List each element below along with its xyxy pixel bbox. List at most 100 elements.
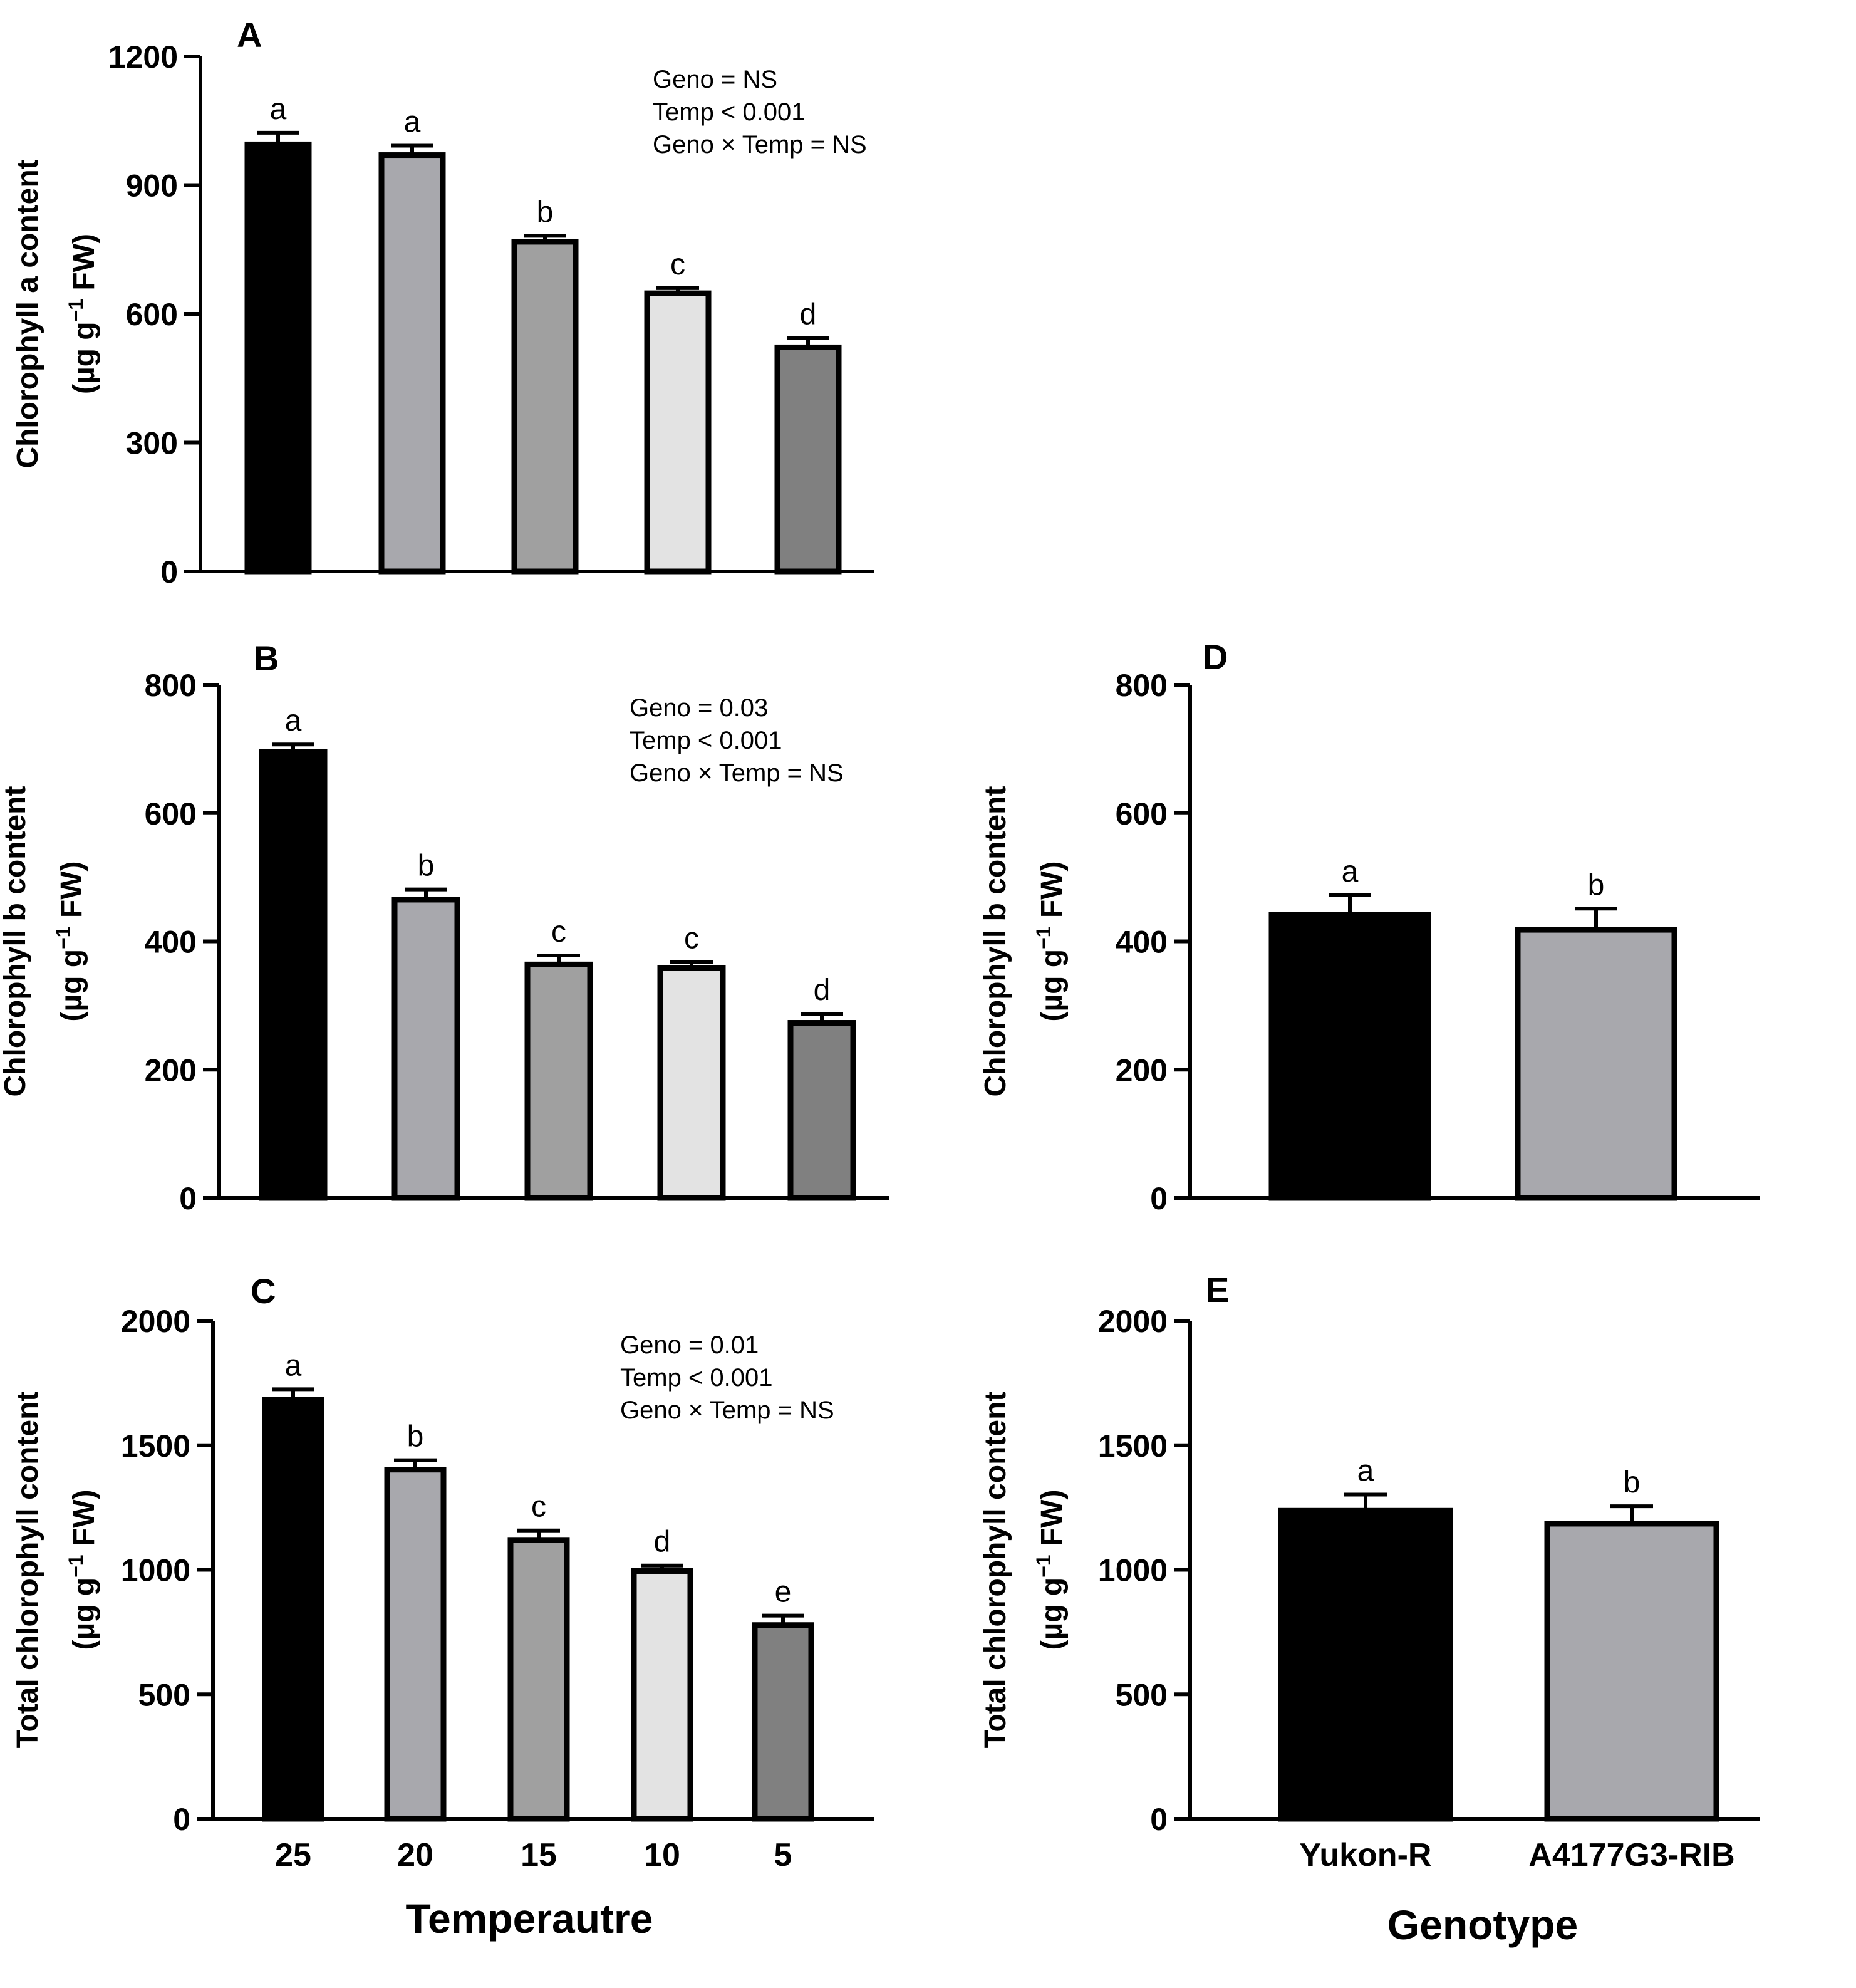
y-tick-label: 1000: [1098, 1553, 1168, 1588]
y-tick-label: 0: [1150, 1802, 1168, 1837]
stats-annotation: Geno = NS: [653, 66, 777, 93]
bar: [511, 239, 579, 575]
bar: [657, 965, 726, 1201]
stats-annotation: Temp < 0.001: [630, 727, 782, 754]
panel-label: B: [254, 638, 279, 678]
x-tick-label: A4177G3-RIB: [1528, 1837, 1734, 1873]
y-tick-label: 0: [160, 554, 178, 590]
x-axis-title: Temperautre: [406, 1895, 653, 1942]
y-tick-label: 0: [179, 1181, 197, 1216]
significance-letter: c: [670, 248, 685, 281]
y-tick-label: 200: [1116, 1053, 1168, 1088]
panel-e: a b 0 500 1000 1500 2000 Total chlorophyll cont…: [979, 1270, 1760, 1948]
y-axis-title-units: (µg g−1 FW): [1032, 1489, 1069, 1650]
bar: [774, 344, 842, 575]
bar: [752, 1622, 814, 1822]
significance-letter: b: [537, 195, 554, 229]
bar: [391, 897, 460, 1201]
y-tick-label: 300: [126, 426, 178, 461]
y-axis-title-units: (µg g−1 FW): [65, 1489, 101, 1650]
stats-annotation: Geno = 0.03: [630, 694, 768, 722]
significance-letter: c: [551, 915, 566, 949]
y-tick-label: 400: [1116, 925, 1168, 960]
y-tick-label: 2000: [121, 1304, 190, 1339]
stats-annotation: Geno × Temp = NS: [630, 759, 844, 787]
bar: [259, 749, 328, 1201]
bar: [507, 1537, 570, 1822]
y-tick-label: 1000: [121, 1553, 190, 1588]
stats-annotation: Temp < 0.001: [653, 98, 806, 126]
y-axis-title-units: (µg g−1 FW): [1032, 861, 1069, 1021]
y-tick-label: 1200: [108, 39, 178, 75]
y-axis-title: Total chlorophyll content: [979, 1392, 1012, 1749]
x-tick-label: 15: [521, 1837, 557, 1873]
bar: [1515, 927, 1677, 1201]
bar: [524, 961, 593, 1201]
panel-c: a b c d e 0 500 1000 1500 2000 Total chlorophyll c…: [11, 1271, 874, 1942]
panel-a: a a b c d 0 300 600 900 1200 Chlorophyll a content…: [11, 15, 874, 590]
y-tick-label: 800: [145, 668, 197, 703]
significance-letter: a: [285, 1349, 302, 1382]
y-tick-label: 0: [1150, 1181, 1168, 1216]
significance-letter: a: [404, 105, 421, 138]
stats-annotation: Geno = 0.01: [620, 1331, 759, 1359]
y-axis-title: Chlorophyll a content: [11, 159, 44, 468]
panel-label: A: [237, 15, 262, 55]
significance-letter: a: [1342, 855, 1359, 888]
significance-letter: c: [684, 922, 699, 955]
stats-annotation: Geno × Temp = NS: [653, 131, 867, 159]
bar: [378, 152, 446, 575]
bar: [1278, 1507, 1453, 1822]
significance-letter: a: [1357, 1454, 1374, 1487]
bar: [1268, 912, 1431, 1201]
y-axis-title: Total chlorophyll content: [11, 1392, 44, 1749]
bar: [644, 290, 712, 575]
panel-label: D: [1203, 637, 1228, 677]
y-tick-label: 1500: [1098, 1429, 1168, 1464]
y-tick-label: 500: [1116, 1677, 1168, 1712]
y-tick-label: 600: [145, 796, 197, 831]
panel-d: a b 0 200 400 600 800 Chlorophyll b content (µg …: [979, 637, 1760, 1216]
panel-label: C: [251, 1271, 276, 1311]
significance-letter: b: [418, 850, 435, 883]
y-tick-label: 900: [126, 169, 178, 204]
y-axis-title-units: (µg g−1 FW): [65, 234, 101, 394]
significance-letter: c: [531, 1491, 546, 1524]
significance-letter: b: [1624, 1466, 1641, 1499]
y-tick-label: 500: [138, 1677, 190, 1712]
stats-annotation: Temp < 0.001: [620, 1364, 773, 1392]
x-axis-title: Genotype: [1387, 1902, 1578, 1948]
bar: [1544, 1521, 1719, 1822]
bar: [244, 141, 312, 575]
significance-letter: a: [270, 93, 287, 126]
panel-b: a b c c d 0 200 400 600 800 Chlorophyll b content (…: [0, 638, 889, 1216]
x-tick-label: 5: [774, 1837, 792, 1873]
y-tick-label: 0: [173, 1802, 190, 1837]
significance-letter: e: [775, 1576, 792, 1609]
y-tick-label: 800: [1116, 668, 1168, 703]
bar: [787, 1020, 856, 1201]
y-tick-label: 1500: [121, 1429, 190, 1464]
y-axis-title: Chlorophyll b content: [0, 786, 32, 1097]
x-tick-label: Yukon-R: [1300, 1837, 1432, 1873]
x-tick-label: 25: [275, 1837, 311, 1873]
panel-label: E: [1206, 1270, 1229, 1309]
significance-letter: d: [814, 974, 831, 1007]
y-tick-label: 2000: [1098, 1304, 1168, 1339]
y-tick-label: 600: [126, 297, 178, 332]
bar: [262, 1397, 324, 1822]
y-tick-label: 400: [145, 925, 197, 960]
y-axis-title: Chlorophyll b content: [979, 786, 1012, 1097]
y-axis-title-units: (µg g−1 FW): [52, 861, 88, 1021]
significance-letter: b: [1588, 868, 1605, 902]
stats-annotation: Geno × Temp = NS: [620, 1397, 834, 1424]
significance-letter: d: [654, 1526, 671, 1559]
significance-letter: b: [407, 1420, 424, 1454]
significance-letter: a: [285, 704, 302, 737]
bar: [631, 1568, 693, 1822]
y-tick-label: 600: [1116, 796, 1168, 831]
x-tick-label: 10: [644, 1837, 680, 1873]
y-tick-label: 200: [145, 1053, 197, 1088]
significance-letter: d: [800, 298, 817, 331]
